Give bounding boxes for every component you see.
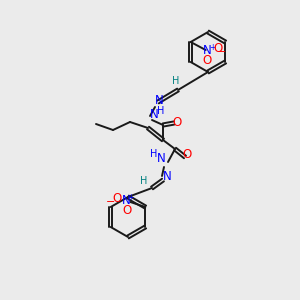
Text: O: O xyxy=(182,148,192,161)
Text: N: N xyxy=(150,109,158,122)
Text: H: H xyxy=(172,76,180,86)
Text: N: N xyxy=(203,44,212,58)
Text: +: + xyxy=(127,193,134,202)
Text: O: O xyxy=(113,191,122,205)
Text: N: N xyxy=(122,194,131,208)
Text: N: N xyxy=(154,94,164,107)
Text: H: H xyxy=(150,149,158,159)
Text: N: N xyxy=(163,170,171,184)
Text: H: H xyxy=(157,106,165,116)
Text: −: − xyxy=(106,197,115,207)
Text: +: + xyxy=(209,44,216,52)
Text: O: O xyxy=(213,43,222,56)
Text: −: − xyxy=(217,47,226,57)
Text: O: O xyxy=(123,203,132,217)
Text: N: N xyxy=(157,152,165,166)
Text: O: O xyxy=(172,116,182,130)
Text: O: O xyxy=(202,53,211,67)
Text: H: H xyxy=(140,176,148,186)
